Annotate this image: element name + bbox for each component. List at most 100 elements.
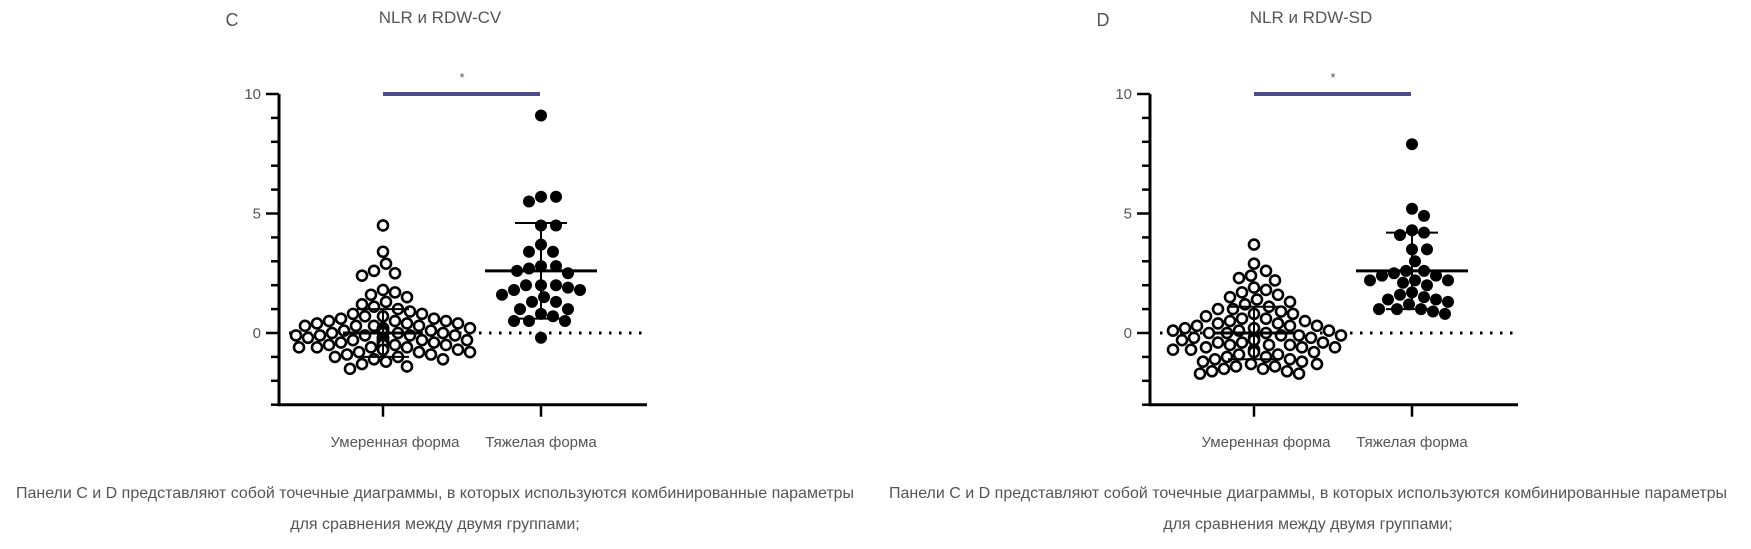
x-tick-label: Тяжелая форма xyxy=(485,434,597,451)
data-point-open xyxy=(340,348,354,361)
data-point-open xyxy=(325,326,339,340)
data-point-filled xyxy=(1376,269,1388,282)
data-point-open xyxy=(1232,348,1246,361)
data-point-open xyxy=(364,288,378,302)
data-point-open xyxy=(1220,350,1234,364)
data-point-filled xyxy=(508,315,520,328)
data-point-open xyxy=(1322,324,1336,337)
data-point-open xyxy=(1247,281,1261,294)
panel-label: C xyxy=(226,10,239,30)
data-point-filled xyxy=(1430,293,1442,306)
data-point-open xyxy=(1235,286,1249,299)
data-point-open xyxy=(1328,341,1342,354)
data-point-open xyxy=(412,345,426,359)
data-point-open xyxy=(292,341,306,354)
data-point-filled xyxy=(1388,267,1400,280)
data-point-open xyxy=(379,295,393,309)
data-point-open xyxy=(376,245,390,259)
data-point-open xyxy=(1271,288,1285,302)
data-point-open xyxy=(1259,350,1273,364)
data-point-open xyxy=(1334,329,1348,342)
data-point-open xyxy=(400,290,414,304)
data-point-open xyxy=(1217,362,1231,376)
data-point-open xyxy=(1190,319,1204,333)
data-point-filled xyxy=(1427,305,1439,318)
data-point-open xyxy=(1271,348,1285,361)
data-point-open xyxy=(1310,357,1324,371)
data-point-open xyxy=(1295,355,1309,368)
data-point-open xyxy=(1175,333,1189,347)
data-point-open xyxy=(334,312,348,325)
data-point-filled xyxy=(550,279,562,292)
data-point-open xyxy=(367,300,381,314)
data-point-filled xyxy=(523,245,535,258)
data-point-filled xyxy=(523,195,535,208)
data-point-open xyxy=(313,329,327,342)
data-point-filled xyxy=(1418,291,1430,304)
data-point-open xyxy=(436,326,450,340)
data-point-open xyxy=(1283,319,1297,333)
data-point-filled xyxy=(1442,295,1454,308)
data-point-open xyxy=(379,257,393,270)
data-point-open xyxy=(301,331,315,345)
data-point-open xyxy=(1166,343,1180,357)
data-point-open xyxy=(1286,307,1300,321)
chart-title: NLR и RDW-CV xyxy=(379,8,502,27)
data-point-open xyxy=(355,298,369,311)
data-point-open xyxy=(367,264,381,278)
data-point-open xyxy=(1223,314,1237,328)
data-point-open xyxy=(1307,345,1321,359)
data-point-open xyxy=(1178,321,1192,335)
data-point-open xyxy=(1211,317,1225,330)
data-point-open xyxy=(412,319,426,333)
data-point-open xyxy=(1199,309,1213,323)
data-point-open xyxy=(388,314,402,328)
data-point-filled xyxy=(1382,293,1394,306)
data-point-filled xyxy=(562,267,574,280)
data-point-open xyxy=(1247,238,1261,251)
data-point-open xyxy=(358,309,372,323)
data-point-open xyxy=(1193,367,1207,380)
data-point-filled xyxy=(550,190,562,203)
data-point-open xyxy=(436,352,450,366)
data-point-filled xyxy=(535,331,547,344)
data-point-filled xyxy=(1406,202,1418,215)
data-point-open xyxy=(298,319,312,333)
x-tick-label: Тяжелая форма xyxy=(1356,434,1468,451)
data-point-open xyxy=(328,350,342,364)
data-point-open xyxy=(1211,336,1225,349)
data-point-open xyxy=(1187,331,1201,345)
data-point-filled xyxy=(574,283,586,296)
data-point-filled xyxy=(535,109,547,122)
data-point-filled xyxy=(1397,276,1409,289)
data-point-filled xyxy=(496,288,508,301)
data-point-filled xyxy=(550,295,562,308)
data-point-filled xyxy=(1364,274,1376,287)
data-point-filled xyxy=(523,315,535,328)
data-point-filled xyxy=(1409,255,1421,268)
data-point-open xyxy=(1280,364,1294,378)
data-point-open xyxy=(1283,295,1297,309)
data-point-open xyxy=(1244,269,1258,282)
data-point-open xyxy=(1259,283,1273,297)
chart-title: NLR и RDW-SD xyxy=(1250,8,1373,27)
data-point-filled xyxy=(562,281,574,294)
y-tick-label: 5 xyxy=(253,206,261,223)
data-point-filled xyxy=(520,279,532,292)
data-point-filled xyxy=(550,219,562,232)
data-point-open xyxy=(1292,329,1306,342)
data-point-open xyxy=(1199,341,1213,354)
data-point-filled xyxy=(1421,279,1433,292)
x-tick-label: Умеренная форма xyxy=(1201,434,1331,451)
data-point-open xyxy=(1211,302,1225,316)
data-point-open xyxy=(1247,257,1261,270)
data-point-filled xyxy=(550,260,562,273)
data-point-open xyxy=(400,341,414,354)
data-point-open xyxy=(439,314,453,328)
data-point-filled xyxy=(547,310,559,323)
data-point-open xyxy=(1292,367,1306,380)
data-point-open xyxy=(364,341,378,354)
data-point-open xyxy=(1256,362,1270,376)
data-point-open xyxy=(1298,314,1312,328)
